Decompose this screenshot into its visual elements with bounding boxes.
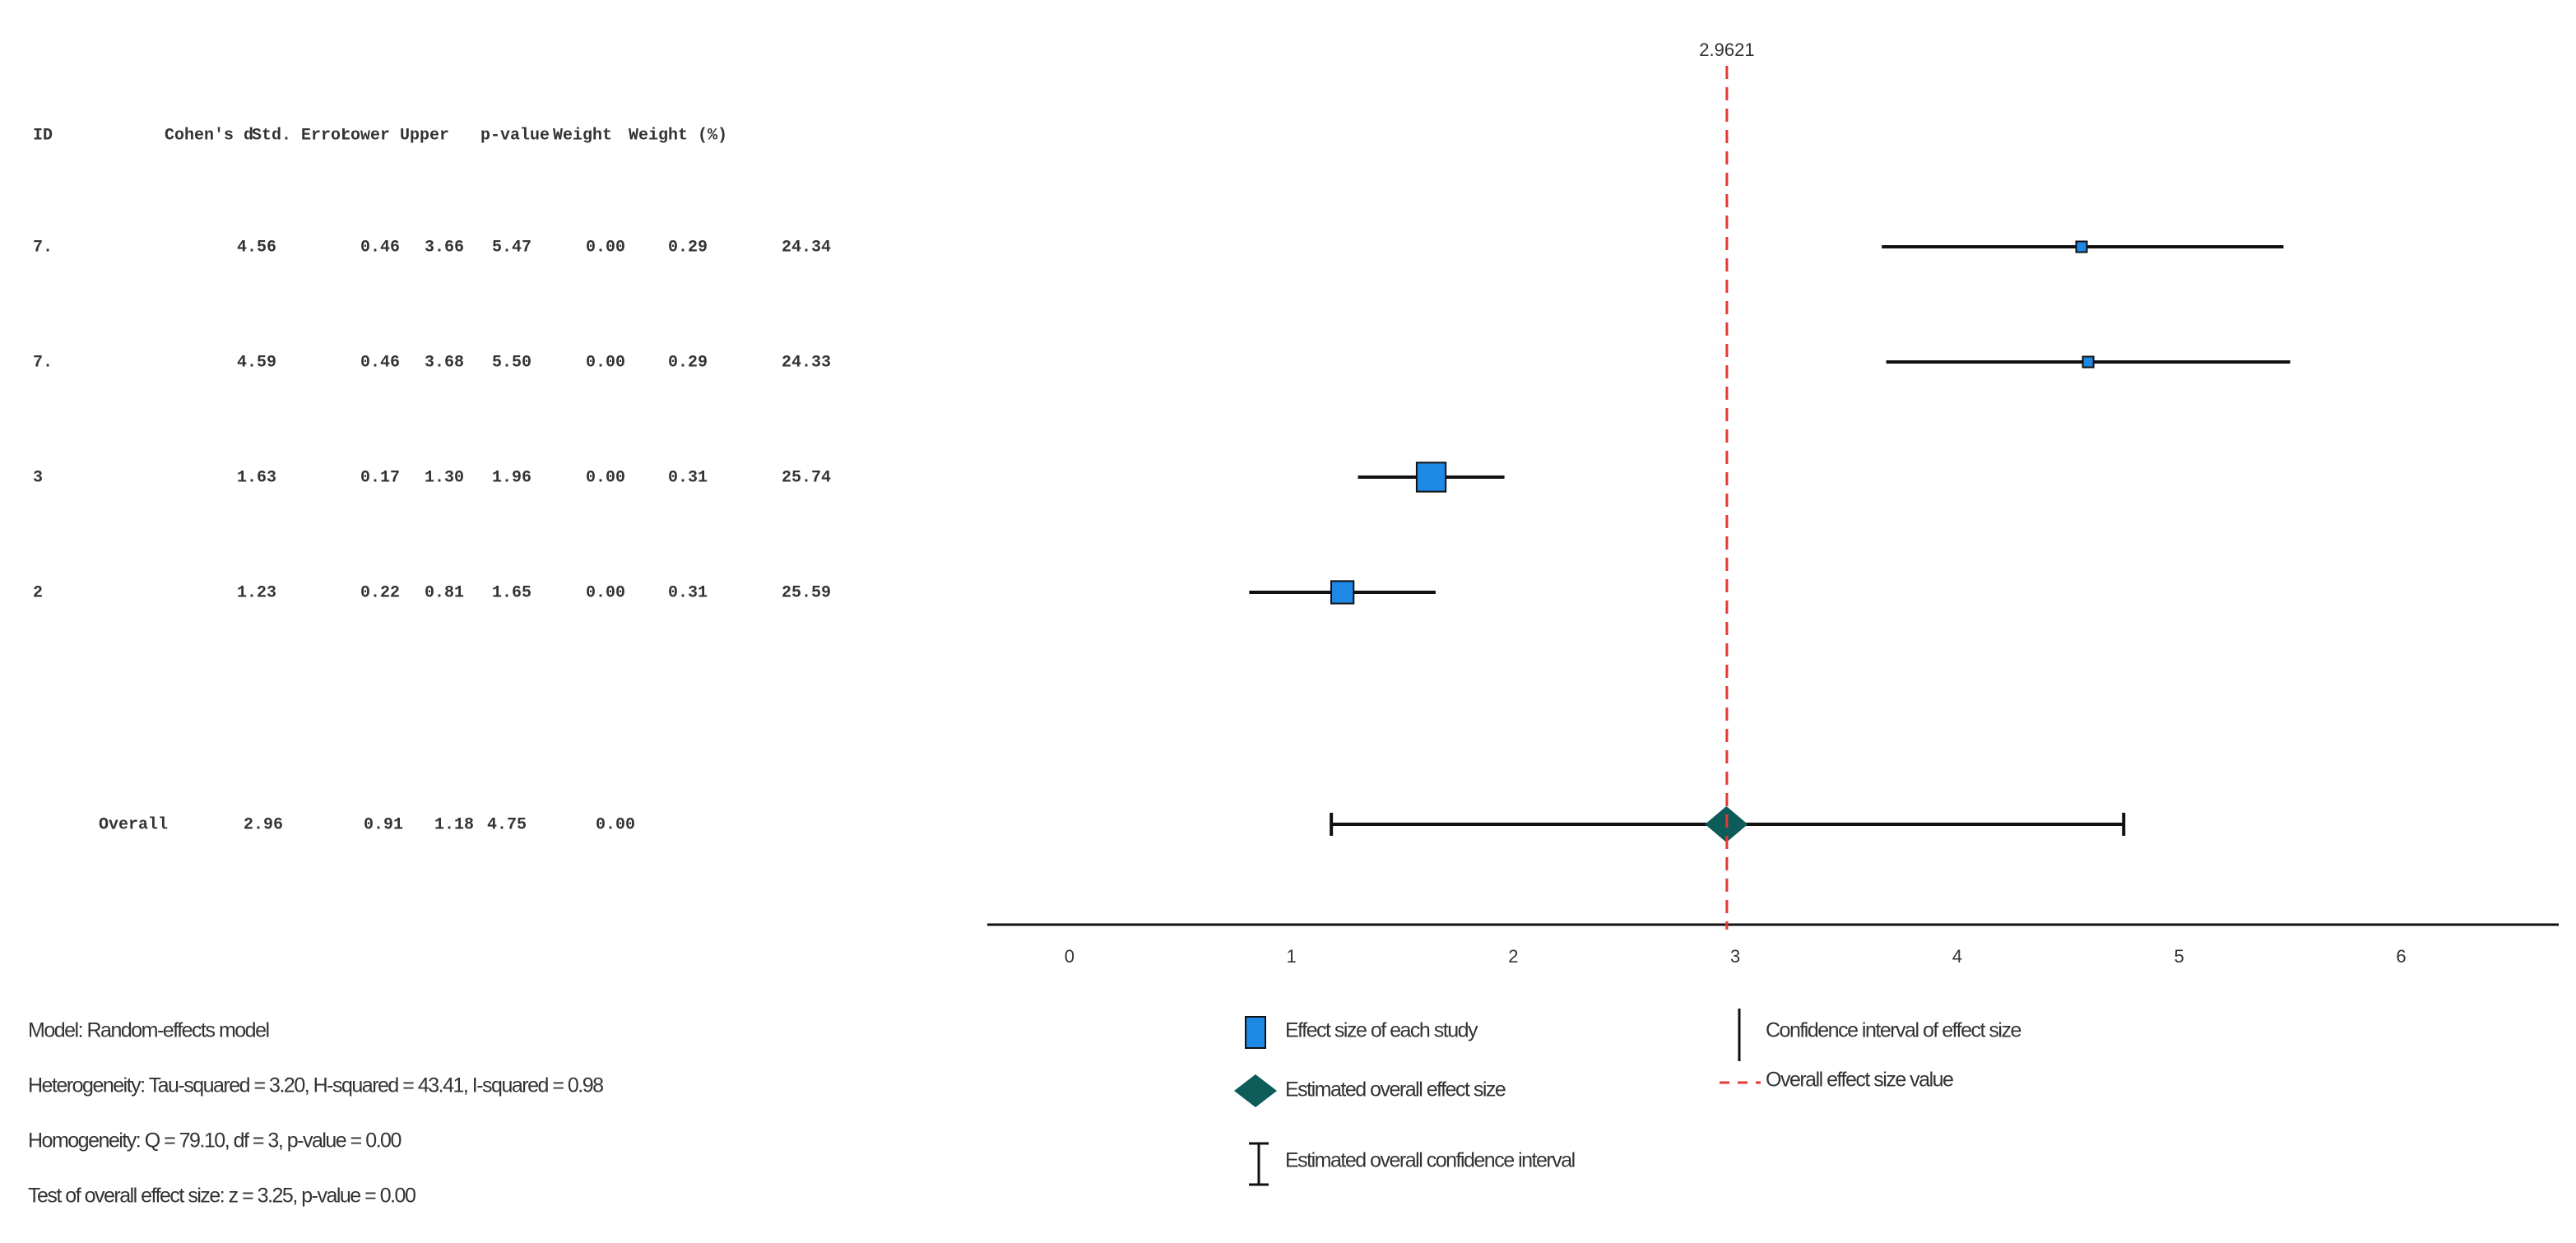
table-cell: 0.00 bbox=[586, 353, 625, 372]
column-header: Lower bbox=[341, 126, 390, 145]
legend-symbol bbox=[1245, 1016, 1266, 1049]
table-cell: 0.29 bbox=[668, 353, 708, 372]
x-tick-label: 5 bbox=[2175, 946, 2184, 967]
table-cell: 0.46 bbox=[360, 238, 400, 257]
legend-label: Estimated overall confidence interval bbox=[1285, 1149, 1575, 1172]
table-cell: 1.18 bbox=[434, 815, 474, 834]
table-cell: 5.50 bbox=[492, 353, 531, 372]
legend-label: Overall effect size value bbox=[1766, 1069, 1953, 1092]
x-tick-label: 6 bbox=[2396, 946, 2406, 967]
legend-label: Confidence interval of effect size bbox=[1766, 1019, 2021, 1042]
effect-size bbox=[1415, 461, 1447, 493]
table-cell: 4.59 bbox=[237, 353, 276, 372]
effect-size bbox=[2075, 240, 2088, 253]
table-cell: 0.81 bbox=[425, 583, 464, 602]
x-tick-label: 1 bbox=[1286, 946, 1296, 967]
table-cell: 0.22 bbox=[360, 583, 400, 602]
table-cell: 3.66 bbox=[425, 238, 464, 257]
table-cell: 5.47 bbox=[492, 238, 531, 257]
footnote: Model: Random-effects model bbox=[28, 1019, 269, 1042]
table-cell: 24.34 bbox=[782, 238, 831, 257]
table-cell: 0.31 bbox=[668, 468, 708, 487]
table-cell: 4.56 bbox=[237, 238, 276, 257]
column-header: Weight (%) bbox=[629, 126, 727, 145]
table-cell: 3.68 bbox=[425, 353, 464, 372]
column-header: p-value bbox=[480, 126, 550, 145]
table-cell: 25.59 bbox=[782, 583, 831, 602]
legend-label: Estimated overall effect size bbox=[1285, 1078, 1506, 1102]
table-cell: 0.00 bbox=[586, 238, 625, 257]
table-cell: 7. bbox=[33, 238, 53, 257]
footnote: Homogeneity: Q = 79.10, df = 3, p-value … bbox=[28, 1129, 401, 1153]
table-cell: Overall bbox=[99, 815, 168, 834]
table-cell: 3 bbox=[33, 468, 43, 487]
column-header: Upper bbox=[400, 126, 449, 145]
x-tick-label: 4 bbox=[1952, 946, 1962, 967]
table-cell: 0.91 bbox=[364, 815, 403, 834]
table-cell: 1.63 bbox=[237, 468, 276, 487]
table-cell: 0.17 bbox=[360, 468, 400, 487]
column-header: Std. Error bbox=[252, 126, 350, 145]
table-cell: 1.23 bbox=[237, 583, 276, 602]
table-cell: 0.29 bbox=[668, 238, 708, 257]
effect-size bbox=[1330, 580, 1355, 605]
table-cell: 0.00 bbox=[586, 468, 625, 487]
table-cell: 2.96 bbox=[244, 815, 283, 834]
x-tick-label: 0 bbox=[1065, 946, 1074, 967]
column-header: ID bbox=[33, 126, 53, 145]
x-tick-label: 3 bbox=[1730, 946, 1740, 967]
reference-label: 2.9621 bbox=[1699, 39, 1754, 60]
footnote: Heterogeneity: Tau-squared = 3.20, H-squ… bbox=[28, 1074, 603, 1097]
effect-size bbox=[2082, 355, 2095, 369]
footnote: Test of overall effect size: z = 3.25, p… bbox=[28, 1185, 415, 1208]
x-tick-label: 2 bbox=[1508, 946, 1518, 967]
table-cell: 0.00 bbox=[596, 815, 635, 834]
column-header: Weight bbox=[553, 126, 612, 145]
table-cell: 2 bbox=[33, 583, 43, 602]
legend-symbol bbox=[1249, 1142, 1269, 1186]
table-cell: 4.75 bbox=[487, 815, 527, 834]
table-cell: 1.65 bbox=[492, 583, 531, 602]
table-cell: 1.96 bbox=[492, 468, 531, 487]
table-cell: 0.46 bbox=[360, 353, 400, 372]
table-cell: 25.74 bbox=[782, 468, 831, 487]
table-cell: 0.00 bbox=[586, 583, 625, 602]
table-cell: 1.30 bbox=[425, 468, 464, 487]
table-cell: 7. bbox=[33, 353, 53, 372]
table-cell: 24.33 bbox=[782, 353, 831, 372]
table-cell: 0.31 bbox=[668, 583, 708, 602]
legend-symbol bbox=[1234, 1074, 1277, 1107]
legend-label: Effect size of each study bbox=[1285, 1019, 1478, 1042]
column-header: Cohen's d bbox=[165, 126, 253, 145]
